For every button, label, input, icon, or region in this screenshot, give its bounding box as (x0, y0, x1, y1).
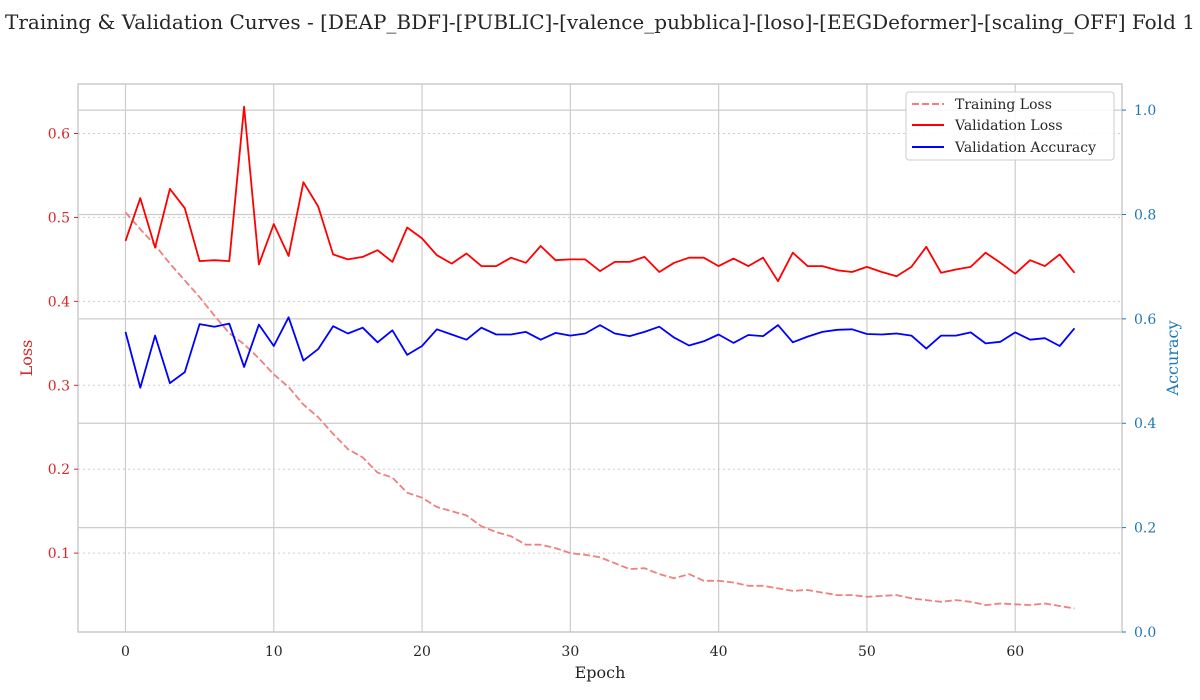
validation-accuracy-line (124, 316, 1076, 389)
left-tick-label: 0.3 (48, 378, 70, 394)
x-tick-label: 50 (858, 644, 876, 660)
x-tick-label: 20 (413, 644, 431, 660)
x-tick-label: 0 (121, 644, 130, 660)
legend: Training Loss Validation Loss Validation… (905, 91, 1115, 161)
right-tick-label: 0.4 (1134, 416, 1156, 432)
right-tick-label: 0.2 (1134, 521, 1156, 537)
series-layer (124, 105, 1076, 610)
legend-label-validation-accuracy: Validation Accuracy (954, 140, 1096, 156)
left-tick-label: 0.4 (48, 294, 70, 310)
legend-box (905, 91, 1115, 161)
legend-label-validation-loss: Validation Loss (954, 118, 1063, 134)
left-tick-label: 0.5 (48, 210, 70, 226)
x-tick-label: 30 (561, 644, 579, 660)
left-tick-label: 0.1 (48, 546, 70, 562)
validation-loss-line (124, 105, 1076, 283)
right-tick-label: 0.6 (1134, 312, 1156, 328)
ticks-layer: 0 10 20 30 40 50 60 0.1 0.2 0.3 0.4 0.5 0.6 0.0 0.2 0.4… (48, 103, 1157, 660)
x-tick-label: 40 (710, 644, 728, 660)
right-tick-label: 0.0 (1134, 625, 1156, 641)
left-tick-label: 0.6 (48, 127, 70, 143)
x-tick-label: 10 (265, 644, 283, 660)
grid-layer (78, 84, 1122, 633)
right-axis-label: Accuracy (1163, 321, 1182, 397)
x-tick-label: 60 (1006, 644, 1024, 660)
plot-frame (77, 83, 1123, 633)
chart-title: Training & Validation Curves - [DEAP_BDF… (5, 10, 1195, 34)
left-axis-label: Loss (17, 340, 36, 377)
left-tick-label: 0.2 (48, 462, 70, 478)
right-tick-label: 1.0 (1134, 103, 1156, 119)
right-tick-label: 0.8 (1134, 207, 1156, 223)
training-loss-line (124, 211, 1075, 610)
x-axis-label: Epoch (575, 663, 626, 682)
legend-label-training-loss: Training Loss (955, 97, 1052, 113)
